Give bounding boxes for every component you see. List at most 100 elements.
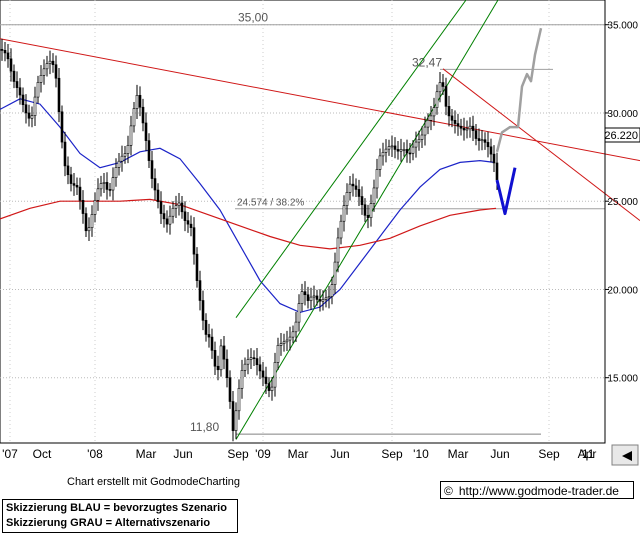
price-candle bbox=[429, 115, 433, 121]
price-candle bbox=[156, 189, 160, 202]
price-candle bbox=[252, 357, 256, 359]
price-candle bbox=[258, 364, 262, 372]
price-candle bbox=[15, 81, 19, 88]
price-candle bbox=[123, 153, 127, 157]
price-candle bbox=[201, 300, 205, 321]
price-candle bbox=[72, 183, 76, 186]
price-candle bbox=[105, 182, 109, 190]
trendline bbox=[442, 68, 640, 221]
x-tick-label: '09 bbox=[255, 447, 271, 461]
price-candle bbox=[27, 112, 31, 119]
scenario-sketches bbox=[495, 27, 543, 216]
price-candle bbox=[54, 64, 58, 79]
price-candle bbox=[180, 202, 184, 213]
price-candle bbox=[177, 202, 181, 206]
price-candle bbox=[111, 177, 115, 191]
price-candle bbox=[438, 82, 442, 93]
price-candle bbox=[144, 122, 148, 141]
price-candle bbox=[255, 358, 259, 366]
price-candle bbox=[210, 336, 214, 351]
x-tick-label: '08 bbox=[87, 447, 103, 461]
price-candle bbox=[36, 82, 40, 98]
price-candle bbox=[492, 153, 496, 164]
price-candle bbox=[222, 345, 226, 360]
x-tick-label: Oct bbox=[33, 447, 52, 461]
price-candle bbox=[126, 145, 130, 154]
last-price-label: 26.220 bbox=[604, 130, 638, 142]
price-candle bbox=[366, 215, 370, 218]
price-candle bbox=[114, 167, 118, 178]
y-tick-label: 15.000 bbox=[607, 374, 638, 385]
x-tick-label: Jun bbox=[490, 447, 509, 461]
price-candle bbox=[198, 280, 202, 301]
price-candle bbox=[42, 68, 46, 76]
x-axis: '07 Oct '08 Mar Jun Sep '09 Mar Jun Sep '10 Mar Jun S… bbox=[0, 442, 605, 461]
x-tick-label: '10 bbox=[413, 447, 429, 461]
price-candle bbox=[87, 227, 91, 232]
price-candle bbox=[432, 107, 436, 117]
price-candle bbox=[408, 152, 412, 155]
price-candle bbox=[147, 140, 151, 161]
price-candle bbox=[351, 183, 355, 187]
price-candle bbox=[276, 345, 280, 363]
price-candle bbox=[168, 215, 172, 225]
price-candle bbox=[225, 358, 229, 378]
price-candle bbox=[183, 211, 187, 221]
x-tick-label: Mar bbox=[136, 447, 157, 461]
price-candle bbox=[231, 401, 235, 431]
price-candle bbox=[354, 185, 358, 190]
price-candle bbox=[456, 123, 460, 127]
nav-button[interactable] bbox=[611, 444, 639, 466]
triangle-left-icon[interactable] bbox=[622, 451, 632, 461]
price-candle bbox=[348, 183, 352, 193]
moving-average-line bbox=[0, 198, 497, 250]
price-candle bbox=[411, 146, 415, 154]
price-candle bbox=[249, 357, 253, 360]
price-candle bbox=[453, 120, 457, 124]
price-candle bbox=[417, 139, 421, 143]
price-candle bbox=[318, 299, 322, 302]
price-candle bbox=[495, 162, 499, 180]
price-candle bbox=[102, 182, 106, 184]
y-tick-label: 30.000 bbox=[607, 109, 638, 120]
price-candle bbox=[108, 189, 112, 191]
x-tick-label: Jun bbox=[330, 447, 349, 461]
price-candle bbox=[192, 227, 196, 255]
price-candle bbox=[0, 49, 4, 51]
price-candle bbox=[306, 294, 310, 301]
price-candle bbox=[375, 169, 379, 189]
price-candle bbox=[243, 363, 247, 371]
price-candle bbox=[333, 261, 337, 285]
y-tick-label: 20.000 bbox=[607, 285, 638, 296]
y-tick-label: 35.000 bbox=[607, 21, 638, 32]
price-candle bbox=[141, 106, 145, 124]
price-candle bbox=[483, 139, 487, 143]
price-candle bbox=[282, 341, 286, 344]
price-candle bbox=[165, 218, 169, 225]
price-candle bbox=[423, 126, 427, 136]
price-candle bbox=[369, 203, 373, 218]
price-candle bbox=[321, 299, 325, 302]
last-price-tag: 26.220 bbox=[604, 127, 640, 143]
price-candle bbox=[264, 376, 268, 384]
price-candle bbox=[261, 370, 265, 378]
credit-box[interactable]: © http://www.godmode-trader.de bbox=[440, 481, 634, 499]
price-candle bbox=[285, 339, 289, 343]
price-candle bbox=[81, 200, 85, 214]
price-candle bbox=[447, 106, 451, 117]
price-candle bbox=[459, 125, 463, 129]
price-candle bbox=[135, 95, 139, 109]
price-candle bbox=[303, 291, 307, 296]
level-lines: 35,00 32,47 24.574 / 38.2% 11,80 bbox=[0, 11, 605, 435]
y-axis: 35.000 30.000 25.000 20.000 15.000 bbox=[604, 0, 638, 443]
price-candle bbox=[300, 291, 304, 304]
price-candle bbox=[384, 148, 388, 153]
price-candle bbox=[486, 142, 490, 148]
price-candle bbox=[189, 223, 193, 228]
price-candle bbox=[288, 336, 292, 341]
price-candle bbox=[441, 82, 445, 87]
credit-link[interactable]: http://www.godmode-trader.de bbox=[458, 484, 619, 498]
price-candle bbox=[51, 60, 55, 66]
trendline bbox=[235, 0, 499, 440]
price-candle bbox=[297, 303, 301, 323]
